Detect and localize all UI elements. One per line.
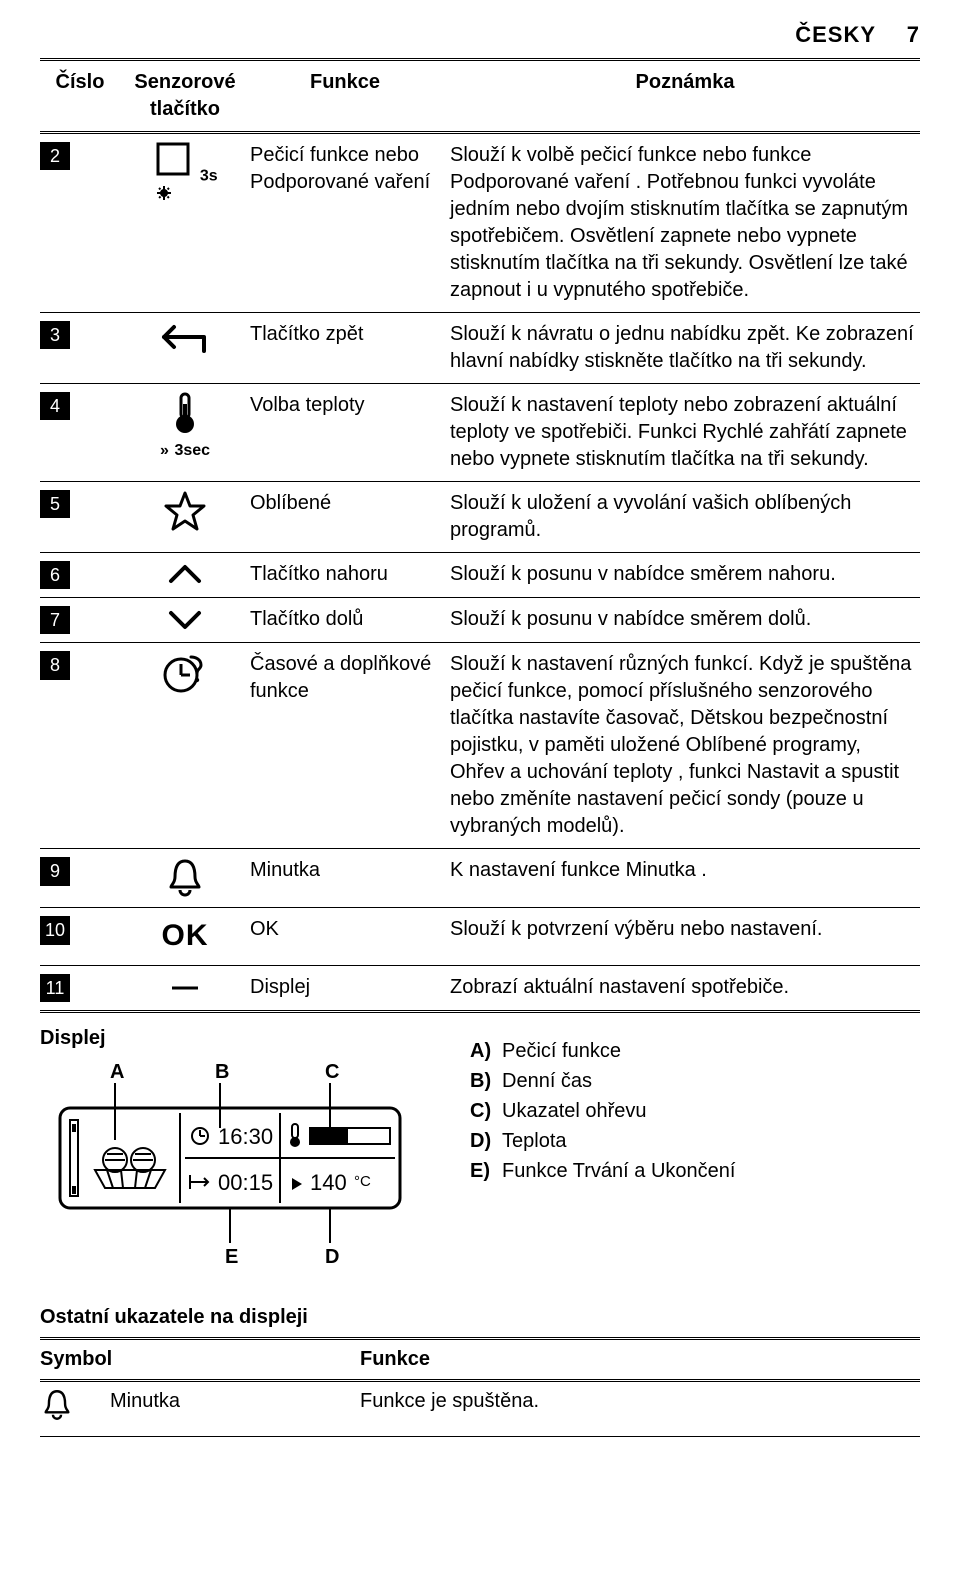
thermometer-icon: » 3sec (120, 392, 250, 463)
row-func: Pečicí funkce nebo Podporované vaření (250, 142, 450, 196)
callout-E: E (225, 1246, 238, 1268)
row-func: Časové a doplňkové funkce (250, 651, 450, 705)
table-row: 7 Tlačítko dolů Slouží k posunu v nabídc… (40, 598, 920, 642)
row-func: Volba teploty (250, 392, 450, 419)
legend-item: A)Pečicí funkce (470, 1038, 920, 1065)
row-note: Slouží k nastavení teploty nebo zobrazen… (450, 392, 920, 473)
col-head-note: Poznámka (450, 69, 920, 96)
legend-item: D)Teplota (470, 1128, 920, 1155)
row-func: Displej (250, 974, 450, 1001)
other-row-name: Minutka (110, 1388, 360, 1430)
lcd-deg: °C (354, 1173, 371, 1190)
chev-glyph: » (160, 442, 169, 459)
back-arrow-icon (120, 321, 250, 357)
row-func: Tlačítko nahoru (250, 561, 450, 588)
lcd-time: 16:30 (218, 1124, 273, 1149)
row-note: K nastavení funkce Minutka . (450, 857, 920, 884)
col-head-function: Funkce (250, 69, 450, 96)
table-row: 9 Minutka K nastavení funkce Minutka . (40, 849, 920, 907)
row-note: Slouží k návratu o jednu nabídku zpět. K… (450, 321, 920, 375)
chevron-up-icon (120, 561, 250, 588)
dash-icon (120, 974, 250, 1001)
three-sec-label: 3sec (174, 442, 210, 459)
table-row: 11 Displej Zobrazí aktuální nastavení sp… (40, 966, 920, 1010)
row-note: Slouží k uložení a vyvolání vašich oblíb… (450, 490, 920, 544)
callout-C: C (325, 1061, 339, 1083)
col-head-number: Číslo (40, 69, 120, 96)
clock-options-icon (120, 651, 250, 695)
legend-item: B)Denní čas (470, 1068, 920, 1095)
star-icon (120, 490, 250, 534)
callout-B: B (215, 1061, 229, 1083)
row-note: Slouží k posunu v nabídce směrem nahoru. (450, 561, 920, 588)
row-num-badge: 8 (40, 651, 70, 679)
legend-item: E)Funkce Trvání a Ukončení (470, 1158, 920, 1185)
col-head-function-2: Funkce (360, 1346, 430, 1373)
lcd-duration: 00:15 (218, 1170, 273, 1195)
row-num-badge: 3 (40, 321, 70, 349)
other-indicators-head: Symbol Funkce (40, 1340, 920, 1379)
display-title: Displej (40, 1025, 440, 1052)
display-section: Displej A B C (40, 1017, 920, 1276)
row-num-badge: 4 (40, 392, 70, 420)
ok-icon: OK (120, 916, 250, 957)
col-head-sensor: Senzorové tlačítko (120, 69, 250, 123)
other-indicators-title: Ostatní ukazatele na displeji (40, 1304, 920, 1331)
callout-D: D (325, 1246, 339, 1268)
row-note: Slouží k nastavení různých funkcí. Když … (450, 651, 920, 840)
row-note: Slouží k posunu v nabídce směrem dolů. (450, 606, 920, 633)
header-page-num: 7 (907, 22, 920, 47)
legend-item: C)Ukazatel ohřevu (470, 1098, 920, 1125)
row-func: Tlačítko dolů (250, 606, 450, 633)
row-num-badge: 10 (40, 916, 70, 944)
display-legend: A)Pečicí funkce B)Denní čas C)Ukazatel o… (470, 1017, 920, 1188)
chevron-down-icon (120, 606, 250, 633)
display-illustration: A B C (40, 1058, 420, 1268)
row-note: Zobrazí aktuální nastavení spotřebiče. (450, 974, 920, 1001)
row-func: Oblíbené (250, 490, 450, 517)
row-note: Slouží k potvrzení výběru nebo nastavení… (450, 916, 920, 943)
table-row: 2 3s Pečicí funkce nebo Podporované vaře… (40, 134, 920, 312)
callout-A: A (110, 1061, 124, 1083)
row-num-badge: 11 (40, 974, 70, 1002)
other-row-func: Funkce je spuštěna. (360, 1388, 920, 1430)
bell-icon (40, 1388, 110, 1430)
row-func: OK (250, 916, 450, 943)
row-num-badge: 5 (40, 490, 70, 518)
page-header: ČESKY 7 (40, 20, 920, 50)
row-note: Slouží k volbě pečicí funkce nebo funkce… (450, 142, 920, 304)
table-row: 8 Časové a doplňkové funkce Slouží k nas… (40, 643, 920, 848)
row-num-badge: 7 (40, 606, 70, 634)
cooking-mode-icon: 3s (120, 142, 250, 208)
lcd-temp: 140 (310, 1170, 347, 1195)
row-func: Minutka (250, 857, 450, 884)
three-s-label: 3s (200, 167, 218, 184)
table-row: 10 OK OK Slouží k potvrzení výběru nebo … (40, 908, 920, 965)
row-num-badge: 2 (40, 142, 70, 170)
table-row: 5 Oblíbené Slouží k uložení a vyvolání v… (40, 482, 920, 552)
table-row: 3 Tlačítko zpět Slouží k návratu o jednu… (40, 313, 920, 383)
bell-icon (120, 857, 250, 899)
table-row: 4 » 3sec Volba teploty Slouží k nastaven… (40, 384, 920, 481)
sensor-button-table: Číslo Senzorové tlačítko Funkce Poznámka… (40, 61, 920, 1010)
col-head-symbol: Symbol (40, 1346, 360, 1373)
row-num-badge: 6 (40, 561, 70, 589)
row-num-badge: 9 (40, 857, 70, 885)
other-row: Minutka Funkce je spuštěna. (40, 1382, 920, 1436)
row-func: Tlačítko zpět (250, 321, 450, 348)
ok-glyph: OK (162, 919, 209, 952)
table-row: 6 Tlačítko nahoru Slouží k posunu v nabí… (40, 553, 920, 597)
header-lang: ČESKY (795, 22, 875, 47)
